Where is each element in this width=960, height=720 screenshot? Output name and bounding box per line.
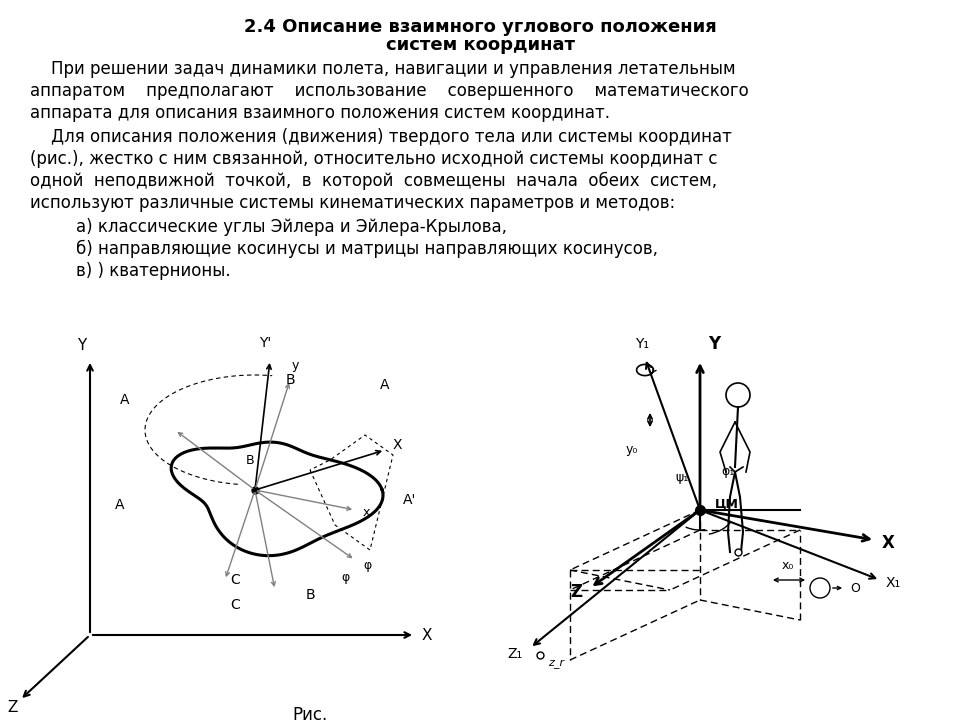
Text: Y': Y' <box>259 336 271 350</box>
Text: 2.4 Описание взаимного углового положения: 2.4 Описание взаимного углового положени… <box>244 18 716 36</box>
Text: Y: Y <box>708 335 720 353</box>
Text: x₀: x₀ <box>781 559 794 572</box>
Text: ψ₁: ψ₁ <box>676 472 688 485</box>
Text: Z: Z <box>8 701 18 716</box>
Text: б) направляющие косинусы и матрицы направляющих косинусов,: б) направляющие косинусы и матрицы напра… <box>55 240 658 258</box>
Text: x: x <box>363 505 371 518</box>
Text: z_r: z_r <box>548 658 564 668</box>
Text: Рис.: Рис. <box>293 706 327 720</box>
Text: X: X <box>422 628 433 642</box>
Text: φ₁: φ₁ <box>721 466 734 479</box>
Text: При решении задач динамики полета, навигации и управления летательным: При решении задач динамики полета, навиг… <box>30 60 735 78</box>
Text: аппаратом    предполагают    использование    совершенного    математического: аппаратом предполагают использование сов… <box>30 82 749 100</box>
Text: A: A <box>120 393 130 407</box>
Text: (рис.), жестко с ним связанной, относительно исходной системы координат с: (рис.), жестко с ним связанной, относите… <box>30 150 717 168</box>
Text: ЦМ: ЦМ <box>715 498 739 510</box>
Text: Z₁: Z₁ <box>507 647 522 661</box>
Text: y: y <box>291 359 299 372</box>
Text: A': A' <box>403 493 417 507</box>
Text: C: C <box>230 598 240 612</box>
Text: C: C <box>230 573 240 587</box>
Text: X: X <box>882 534 895 552</box>
Text: B: B <box>285 373 295 387</box>
Text: φ: φ <box>363 559 372 572</box>
Text: в) ) кватернионы.: в) ) кватернионы. <box>55 262 230 280</box>
Text: одной  неподвижной  точкой,  в  которой  совмещены  начала  обеих  систем,: одной неподвижной точкой, в которой совм… <box>30 172 717 190</box>
Text: аппарата для описания взаимного положения систем координат.: аппарата для описания взаимного положени… <box>30 104 610 122</box>
Text: y₀: y₀ <box>626 444 638 456</box>
Text: X₁: X₁ <box>886 576 901 590</box>
Text: B: B <box>246 454 254 467</box>
Text: B: B <box>305 588 315 602</box>
Text: A: A <box>115 498 125 512</box>
Text: Z: Z <box>570 583 582 601</box>
Text: A: A <box>380 378 390 392</box>
Text: O: O <box>850 582 860 595</box>
Text: Y: Y <box>78 338 86 353</box>
Text: X: X <box>393 438 402 452</box>
Text: используют различные системы кинематических параметров и методов:: используют различные системы кинематичес… <box>30 194 675 212</box>
Text: Y₁: Y₁ <box>635 337 649 351</box>
Text: Для описания положения (движения) твердого тела или системы координат: Для описания положения (движения) твердо… <box>30 128 732 146</box>
Text: φ: φ <box>341 572 349 585</box>
Text: а) классические углы Эйлера и Эйлера-Крылова,: а) классические углы Эйлера и Эйлера-Кры… <box>55 218 507 236</box>
Text: систем координат: систем координат <box>386 36 574 54</box>
